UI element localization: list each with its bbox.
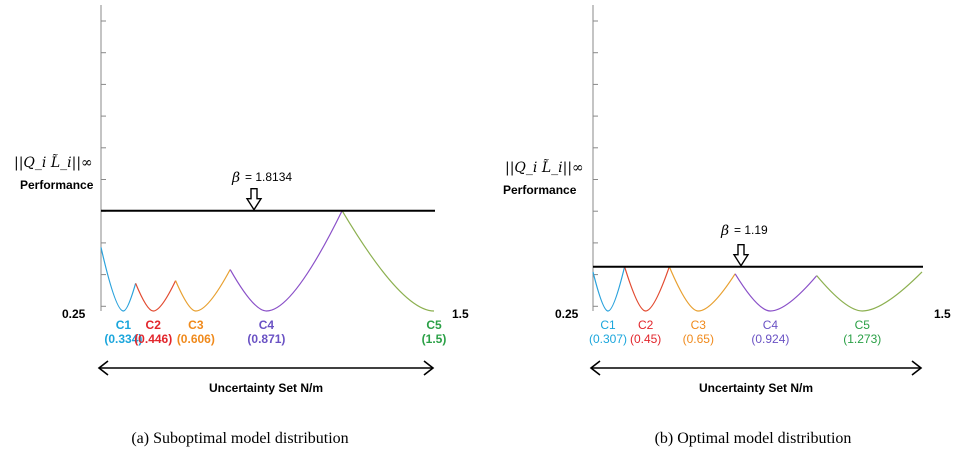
- y-norm-label: ||Q_i L̃_i||∞: [14, 153, 93, 171]
- y-axis-label: Performance: [20, 178, 94, 192]
- range-arrow-left-head: [97, 360, 109, 376]
- model-value-c5: (1.5): [422, 332, 447, 346]
- model-label-c5: C5: [855, 318, 871, 332]
- curve-c1: [592, 266, 626, 312]
- panel-a: ||Q_i L̃_i||∞ Performance 0.25 1.5 β = 1.8134…: [14, 5, 469, 447]
- y-axis-label: Performance: [503, 183, 577, 197]
- curve-c3: [175, 269, 231, 312]
- model-value-c3: (0.606): [177, 332, 215, 346]
- x-axis-label: Uncertainty Set N/m: [209, 381, 323, 395]
- model-value-c1: (0.307): [589, 332, 627, 346]
- model-label-c5: C5: [426, 318, 442, 332]
- beta-arrow: [245, 188, 263, 212]
- range-arrow-right-head: [423, 360, 435, 376]
- beta-arrow: [732, 244, 750, 268]
- panel-caption: (a) Suboptimal model distribution: [131, 430, 348, 447]
- model-value-c5: (1.273): [843, 332, 881, 346]
- model-value-c4: (0.924): [751, 332, 789, 346]
- model-label-c3: C3: [188, 318, 204, 332]
- model-label-c4: C4: [763, 318, 779, 332]
- x-max-tick-label: 1.5: [934, 307, 951, 321]
- model-label-c4: C4: [259, 318, 275, 332]
- model-label-c1: C1: [600, 318, 616, 332]
- model-value-c2: (0.446): [134, 332, 172, 346]
- y-norm-label: ||Q_i L̃_i||∞: [505, 158, 584, 176]
- panel-b: ||Q_i L̃_i||∞ Performance 0.25 1.5 β = 1.19 C1…: [503, 5, 951, 447]
- curve-c2: [624, 266, 670, 312]
- model-label-c1: C1: [116, 318, 132, 332]
- beta-value-label: = 1.8134: [245, 170, 292, 184]
- curve-c2: [135, 280, 177, 312]
- beta-symbol: β: [720, 223, 729, 239]
- model-label-c3: C3: [691, 318, 707, 332]
- beta-value-label: = 1.19: [734, 223, 768, 237]
- model-value-c4: (0.871): [247, 332, 285, 346]
- curve-c3: [668, 266, 736, 312]
- x-max-tick-label: 1.5: [452, 307, 469, 321]
- x-min-tick-label: 0.25: [62, 307, 86, 321]
- model-label-c2: C2: [638, 318, 654, 332]
- x-axis-label: Uncertainty Set N/m: [699, 381, 813, 395]
- curve-c5: [816, 271, 923, 312]
- model-value-c2: (0.45): [630, 332, 661, 346]
- model-value-c3: (0.65): [683, 332, 714, 346]
- model-value-c1: (0.334): [104, 332, 142, 346]
- model-label-c2: C2: [146, 318, 162, 332]
- x-min-tick-label: 0.25: [555, 307, 579, 321]
- beta-symbol: β: [231, 170, 240, 186]
- curve-c4: [734, 273, 818, 312]
- range-arrow-left-head: [589, 360, 601, 376]
- range-arrow-right-head: [911, 360, 923, 376]
- curve-c5: [341, 210, 435, 312]
- panel-caption: (b) Optimal model distribution: [655, 430, 852, 447]
- curve-c1: [100, 247, 137, 312]
- curve-c4: [229, 210, 343, 312]
